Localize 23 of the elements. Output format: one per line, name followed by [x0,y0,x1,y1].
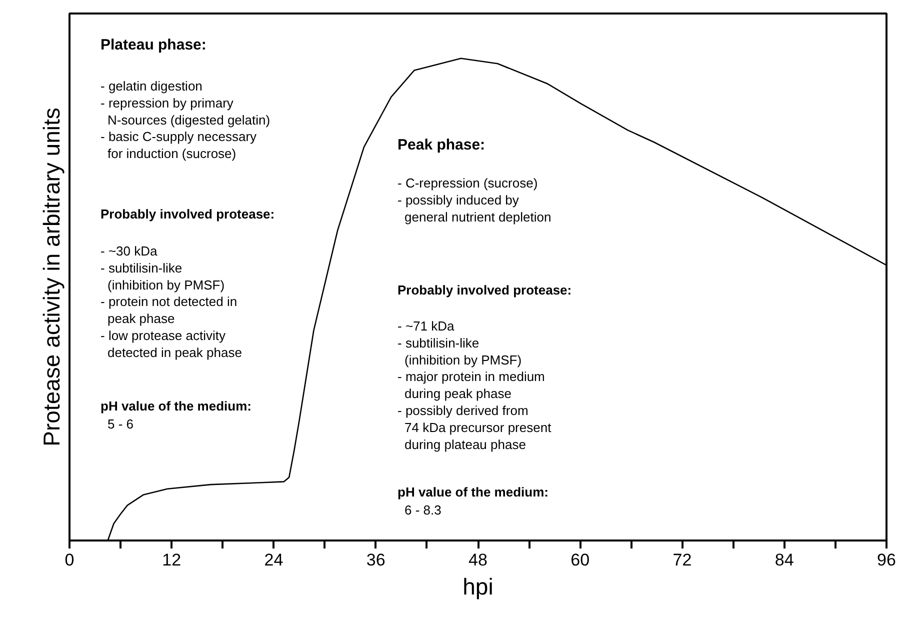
annotation: Peak phase: [398,136,486,154]
annotation: - gelatin digestion - repression by primary N-sources (digested gelatin) - basic C-supply necessary for induction (sucrose) [100,78,270,162]
x-tick-label: 84 [774,550,794,570]
text: Plateau phase: [100,36,206,54]
annotation: - ~30 kDa - subtilisin-like (inhibition by PMSF) - protein not detected in peak phase - low protease activity detected in peak phase [100,244,242,360]
x-tick-label: 24 [264,550,284,570]
x-tick-label: 72 [672,550,692,570]
x-tick-label: 0 [64,550,74,570]
y-axis-title: Protease activity in arbitrary units [38,108,64,446]
annotation: - C-repression (sucrose) - possibly induced by general nutrient depletion [398,176,552,224]
annotation: Probably involved protease: [100,206,275,222]
x-tick-label: 12 [162,550,182,570]
x-tick-label: 48 [468,550,488,570]
x-tick-label: 36 [366,550,386,570]
annotation: - ~71 kDa - subtilisin-like (inhibition by PMSF) - major protein in medium during peak phase - possibly derived from 74 kDa precursor present during plateau phase [398,318,552,452]
annotation: pH value of the medium: [398,484,548,500]
annotation: 6 - 8.3 [404,502,442,518]
annotation: 5 - 6 [108,416,134,432]
x-tick-label: 96 [877,550,896,570]
x-axis-title: hpi [462,574,494,600]
annotation: Probably involved protease: [398,282,572,298]
x-tick-label: 60 [570,550,590,570]
annotation: pH value of the medium: [100,398,252,414]
